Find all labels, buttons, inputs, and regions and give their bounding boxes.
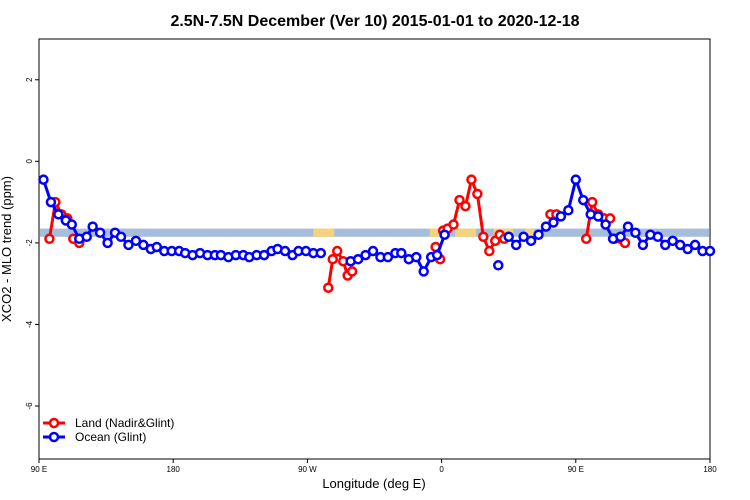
data-point xyxy=(540,221,552,232)
data-point xyxy=(460,200,471,212)
data-point xyxy=(637,239,649,251)
data-point xyxy=(44,233,55,245)
data-point xyxy=(592,211,604,222)
data-point xyxy=(315,247,327,259)
y-tick-label: 2 xyxy=(25,77,34,82)
data-point xyxy=(704,245,716,257)
data-point xyxy=(667,235,678,247)
data-point xyxy=(674,239,686,251)
data-point xyxy=(81,231,92,243)
data-point xyxy=(38,174,49,185)
data-point xyxy=(578,194,589,206)
data-point xyxy=(360,249,371,261)
data-point xyxy=(580,233,592,245)
x-axis: 90 E 180 90 W 0 90 E 180 xyxy=(31,459,717,474)
data-point xyxy=(630,227,641,238)
data-point xyxy=(331,245,343,257)
data-point xyxy=(138,239,149,251)
data-point xyxy=(622,221,634,232)
y-axis: 2 0 -2 -4 -6 xyxy=(25,77,39,410)
x-tick-label: 180 xyxy=(167,465,181,474)
x-axis-label: Longitude (deg E) xyxy=(322,476,425,491)
data-point xyxy=(87,221,98,232)
data-point xyxy=(652,231,664,243)
data-point xyxy=(151,241,163,253)
data-point xyxy=(323,282,334,293)
series-ocean xyxy=(38,174,716,277)
x-tick-label: 90 E xyxy=(31,465,47,474)
x-tick-label: 90 E xyxy=(568,465,584,474)
data-point xyxy=(66,219,78,230)
data-point xyxy=(53,209,64,220)
data-point xyxy=(600,219,611,230)
x-tick-label: 180 xyxy=(703,465,717,474)
data-point xyxy=(518,231,529,243)
data-point xyxy=(346,266,358,277)
data-point xyxy=(570,174,582,185)
x-tick-label: 90 W xyxy=(298,465,317,474)
data-point xyxy=(689,239,701,251)
data-point xyxy=(431,249,443,261)
y-tick-label: -2 xyxy=(25,239,34,247)
legend-marker xyxy=(48,417,60,429)
land-band-segment xyxy=(525,228,535,237)
data-point xyxy=(94,227,106,238)
legend-marker xyxy=(48,431,60,443)
data-point xyxy=(382,251,394,263)
data-point xyxy=(525,235,537,247)
y-tick-label: -6 xyxy=(25,402,34,410)
ocean-band xyxy=(40,228,709,237)
x-tick-label: 0 xyxy=(439,465,444,474)
data-point xyxy=(548,217,559,228)
data-point xyxy=(510,239,522,251)
data-point xyxy=(493,260,504,271)
y-axis-label: XCO2 - MLO trend (ppm) xyxy=(0,176,14,322)
data-point xyxy=(448,219,459,230)
y-tick-label: -4 xyxy=(25,320,34,328)
data-point xyxy=(130,235,142,247)
data-point xyxy=(615,231,626,243)
legend: Land (Nadir&Glint)Ocean (Glint) xyxy=(43,416,174,444)
data-point xyxy=(258,249,270,261)
data-point xyxy=(411,251,422,263)
data-point xyxy=(472,188,483,200)
data-point xyxy=(45,196,57,208)
data-point xyxy=(279,245,291,257)
data-point xyxy=(478,231,489,243)
legend-label: Ocean (Glint) xyxy=(75,430,146,444)
data-point xyxy=(327,253,338,265)
y-tick-label: 0 xyxy=(25,159,34,164)
land-band-segment xyxy=(313,228,335,237)
data-point xyxy=(115,231,127,243)
data-point xyxy=(484,245,495,257)
data-point xyxy=(123,239,134,251)
data-point xyxy=(660,239,671,251)
data-point xyxy=(555,211,567,222)
data-point xyxy=(533,229,544,240)
legend-label: Land (Nadir&Glint) xyxy=(75,416,174,430)
data-point xyxy=(439,229,450,240)
chart-title: 2.5N-7.5N December (Ver 10) 2015-01-01 t… xyxy=(170,13,579,30)
data-point xyxy=(396,247,407,259)
data-point xyxy=(563,205,574,216)
data-point xyxy=(454,194,465,206)
land-band-segment xyxy=(429,228,447,237)
series-line xyxy=(442,178,497,253)
data-point xyxy=(418,266,429,277)
data-point xyxy=(102,237,113,249)
data-point xyxy=(466,174,477,185)
data-point xyxy=(367,245,379,257)
data-point xyxy=(682,243,693,255)
land-band-segment xyxy=(455,228,476,237)
data-point xyxy=(352,253,364,265)
series-layer xyxy=(38,174,716,293)
data-point xyxy=(503,231,514,243)
data-point xyxy=(586,196,598,208)
